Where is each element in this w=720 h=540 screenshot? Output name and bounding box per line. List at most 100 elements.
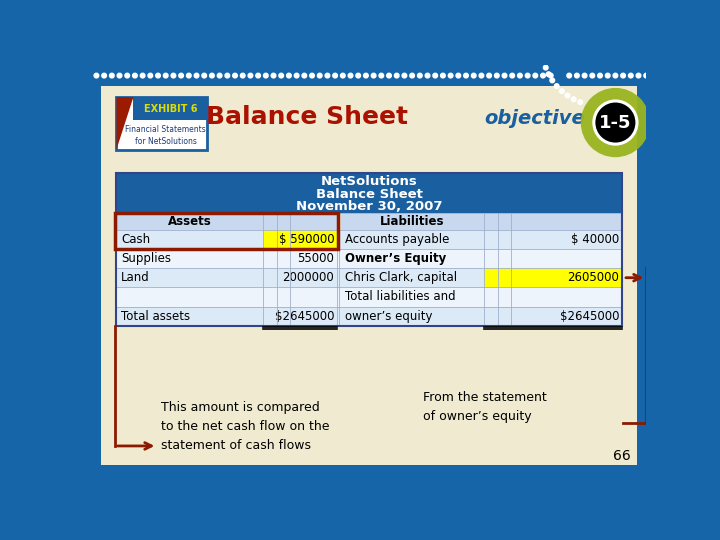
Bar bbox=[117, 268, 621, 287]
Circle shape bbox=[132, 73, 138, 78]
Circle shape bbox=[464, 73, 468, 78]
Circle shape bbox=[418, 73, 422, 78]
Bar bbox=[92, 65, 647, 86]
Circle shape bbox=[271, 73, 276, 78]
Text: $ 590000: $ 590000 bbox=[279, 233, 334, 246]
Circle shape bbox=[472, 73, 476, 78]
Bar bbox=[117, 173, 621, 213]
Circle shape bbox=[541, 73, 545, 78]
Circle shape bbox=[546, 72, 551, 77]
Circle shape bbox=[264, 73, 268, 78]
Text: Financial Statements
for NetSolutions: Financial Statements for NetSolutions bbox=[125, 125, 206, 146]
Circle shape bbox=[210, 73, 215, 78]
Circle shape bbox=[194, 73, 199, 78]
Circle shape bbox=[140, 73, 145, 78]
Text: NetSolutions: NetSolutions bbox=[320, 176, 418, 188]
Circle shape bbox=[629, 73, 633, 78]
Bar bbox=[117, 213, 337, 230]
Circle shape bbox=[510, 73, 515, 78]
Circle shape bbox=[590, 73, 595, 78]
Circle shape bbox=[94, 73, 99, 78]
Bar bbox=[117, 249, 621, 268]
Text: Accounts payable: Accounts payable bbox=[345, 233, 449, 246]
Bar bbox=[92, 465, 647, 481]
Text: Land: Land bbox=[121, 271, 150, 284]
Circle shape bbox=[217, 73, 222, 78]
Circle shape bbox=[356, 73, 361, 78]
Circle shape bbox=[372, 73, 376, 78]
Circle shape bbox=[479, 73, 484, 78]
Text: $ 40000: $ 40000 bbox=[571, 233, 619, 246]
Circle shape bbox=[567, 73, 572, 78]
Circle shape bbox=[526, 73, 530, 78]
Circle shape bbox=[549, 73, 553, 78]
Circle shape bbox=[613, 73, 618, 78]
Text: Total liabilities and: Total liabilities and bbox=[345, 291, 456, 303]
Circle shape bbox=[449, 73, 453, 78]
Circle shape bbox=[495, 73, 499, 78]
Polygon shape bbox=[117, 97, 133, 150]
Circle shape bbox=[364, 73, 368, 78]
Circle shape bbox=[433, 73, 438, 78]
Circle shape bbox=[287, 73, 291, 78]
Bar bbox=[117, 230, 621, 249]
Bar bbox=[117, 97, 207, 150]
Circle shape bbox=[256, 73, 261, 78]
Text: owner’s equity: owner’s equity bbox=[345, 310, 433, 323]
Text: 1-5: 1-5 bbox=[599, 113, 631, 132]
Circle shape bbox=[125, 73, 130, 78]
Circle shape bbox=[559, 89, 564, 93]
Text: objective: objective bbox=[484, 109, 585, 128]
Circle shape bbox=[503, 73, 507, 78]
Text: $2645000: $2645000 bbox=[559, 310, 619, 323]
Text: 55000: 55000 bbox=[297, 252, 334, 265]
Circle shape bbox=[533, 73, 538, 78]
Circle shape bbox=[302, 73, 307, 78]
Circle shape bbox=[186, 73, 191, 78]
Circle shape bbox=[248, 73, 253, 78]
Text: Owner’s Equity: Owner’s Equity bbox=[345, 252, 446, 265]
Circle shape bbox=[582, 73, 587, 78]
Bar bbox=[484, 268, 621, 287]
Text: Cash: Cash bbox=[121, 233, 150, 246]
Circle shape bbox=[636, 73, 641, 78]
Circle shape bbox=[379, 73, 384, 78]
Text: Total assets: Total assets bbox=[121, 310, 190, 323]
Circle shape bbox=[593, 99, 639, 146]
Text: This amount is compared
to the net cash flow on the
statement of cash flows: This amount is compared to the net cash … bbox=[161, 401, 330, 452]
Circle shape bbox=[102, 73, 107, 78]
Circle shape bbox=[621, 73, 626, 78]
Text: Liabilities: Liabilities bbox=[380, 214, 445, 228]
Circle shape bbox=[595, 103, 636, 143]
Bar bbox=[117, 307, 621, 326]
Circle shape bbox=[456, 73, 461, 78]
Text: From the statement
of owner’s equity: From the statement of owner’s equity bbox=[423, 392, 546, 423]
Circle shape bbox=[598, 73, 603, 78]
Circle shape bbox=[578, 100, 582, 104]
Circle shape bbox=[148, 73, 153, 78]
Circle shape bbox=[341, 73, 345, 78]
Bar bbox=[115, 213, 338, 249]
Circle shape bbox=[441, 73, 445, 78]
Circle shape bbox=[487, 73, 492, 78]
Text: 2000000: 2000000 bbox=[283, 271, 334, 284]
Circle shape bbox=[410, 73, 415, 78]
Bar bbox=[133, 97, 207, 120]
Circle shape bbox=[318, 73, 322, 78]
Circle shape bbox=[156, 73, 161, 78]
Circle shape bbox=[333, 73, 338, 78]
Circle shape bbox=[554, 84, 559, 89]
Circle shape bbox=[518, 73, 522, 78]
Bar bbox=[263, 230, 337, 249]
Circle shape bbox=[575, 73, 579, 78]
Text: $2645000: $2645000 bbox=[275, 310, 334, 323]
Text: Balance Sheet: Balance Sheet bbox=[207, 105, 408, 129]
Circle shape bbox=[233, 73, 238, 78]
Circle shape bbox=[202, 73, 207, 78]
Circle shape bbox=[565, 93, 570, 98]
Circle shape bbox=[395, 73, 399, 78]
Circle shape bbox=[606, 73, 610, 78]
Circle shape bbox=[581, 88, 650, 157]
Bar bbox=[117, 173, 621, 326]
Circle shape bbox=[550, 78, 554, 83]
